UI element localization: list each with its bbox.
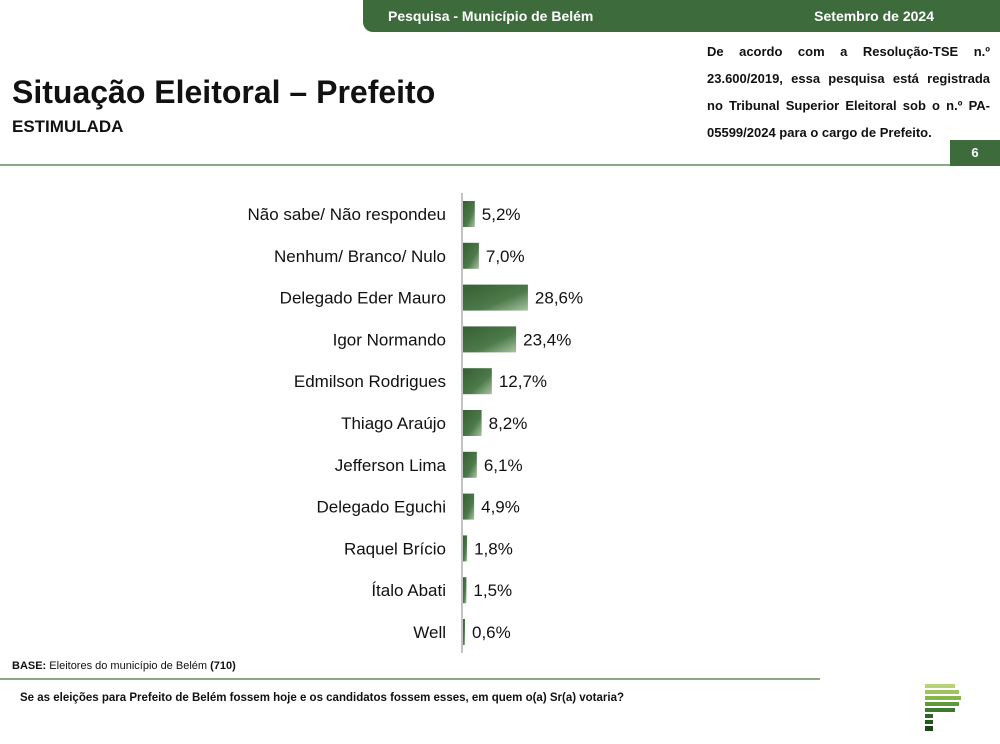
category-label: Delegado Eguchi <box>317 498 446 517</box>
value-label: 5,2% <box>482 205 521 224</box>
category-label: Delegado Eder Mauro <box>280 289 446 308</box>
value-label: 0,6% <box>472 623 511 642</box>
survey-label: Pesquisa - Município de Belém <box>388 8 594 24</box>
bar <box>463 577 467 604</box>
bar <box>463 242 479 269</box>
bar <box>463 326 517 353</box>
bar <box>463 535 468 562</box>
value-label: 1,5% <box>473 581 512 600</box>
page-subtitle: ESTIMULADA <box>12 117 124 136</box>
base-note: BASE: Eleitores do município de Belém (7… <box>12 660 236 672</box>
top-banner: Pesquisa - Município de Belém Setembro d… <box>363 0 1000 32</box>
category-label: Edmilson Rodrigues <box>294 372 446 391</box>
value-label: 8,2% <box>489 414 528 433</box>
bar <box>463 451 477 478</box>
value-label: 7,0% <box>486 247 525 266</box>
base-count: (710) <box>210 660 236 672</box>
page-number: 6 <box>950 140 1000 166</box>
category-label: Well <box>413 623 446 642</box>
value-label: 4,9% <box>481 498 520 517</box>
base-label: BASE: <box>12 660 47 672</box>
bar <box>463 493 475 520</box>
bar <box>463 410 482 436</box>
value-label: 23,4% <box>523 330 571 349</box>
survey-question: Se as eleições para Prefeito de Belém fo… <box>20 692 624 704</box>
category-label: Thiago Araújo <box>341 414 446 433</box>
header-divider <box>0 164 950 166</box>
value-label: 28,6% <box>535 289 583 308</box>
category-label: Ítalo Abati <box>371 581 446 600</box>
page-title: Situação Eleitoral – Prefeito <box>12 74 436 110</box>
bar <box>463 284 528 311</box>
bar <box>463 201 475 227</box>
brand-logo-icon <box>925 684 961 731</box>
category-label: Não sabe/ Não respondeu <box>248 205 446 224</box>
footer-divider <box>0 678 820 680</box>
category-label: Igor Normando <box>333 330 446 349</box>
registration-disclaimer: De acordo com a Resolução-TSE n.º 23.600… <box>707 44 990 140</box>
survey-date: Setembro de 2024 <box>814 8 934 24</box>
value-label: 6,1% <box>484 456 523 475</box>
category-label: Raquel Brício <box>344 539 446 558</box>
bar <box>463 619 465 645</box>
bar <box>463 368 492 395</box>
base-text: Eleitores do município de Belém <box>46 660 211 672</box>
category-label: Jefferson Lima <box>335 456 447 475</box>
value-label: 12,7% <box>499 372 547 391</box>
value-label: 1,8% <box>474 539 513 558</box>
bar-chart: Não sabe/ Não respondeu 5,2% Nenhum/ Branc… <box>248 193 583 653</box>
category-label: Nenhum/ Branco/ Nulo <box>274 247 446 266</box>
